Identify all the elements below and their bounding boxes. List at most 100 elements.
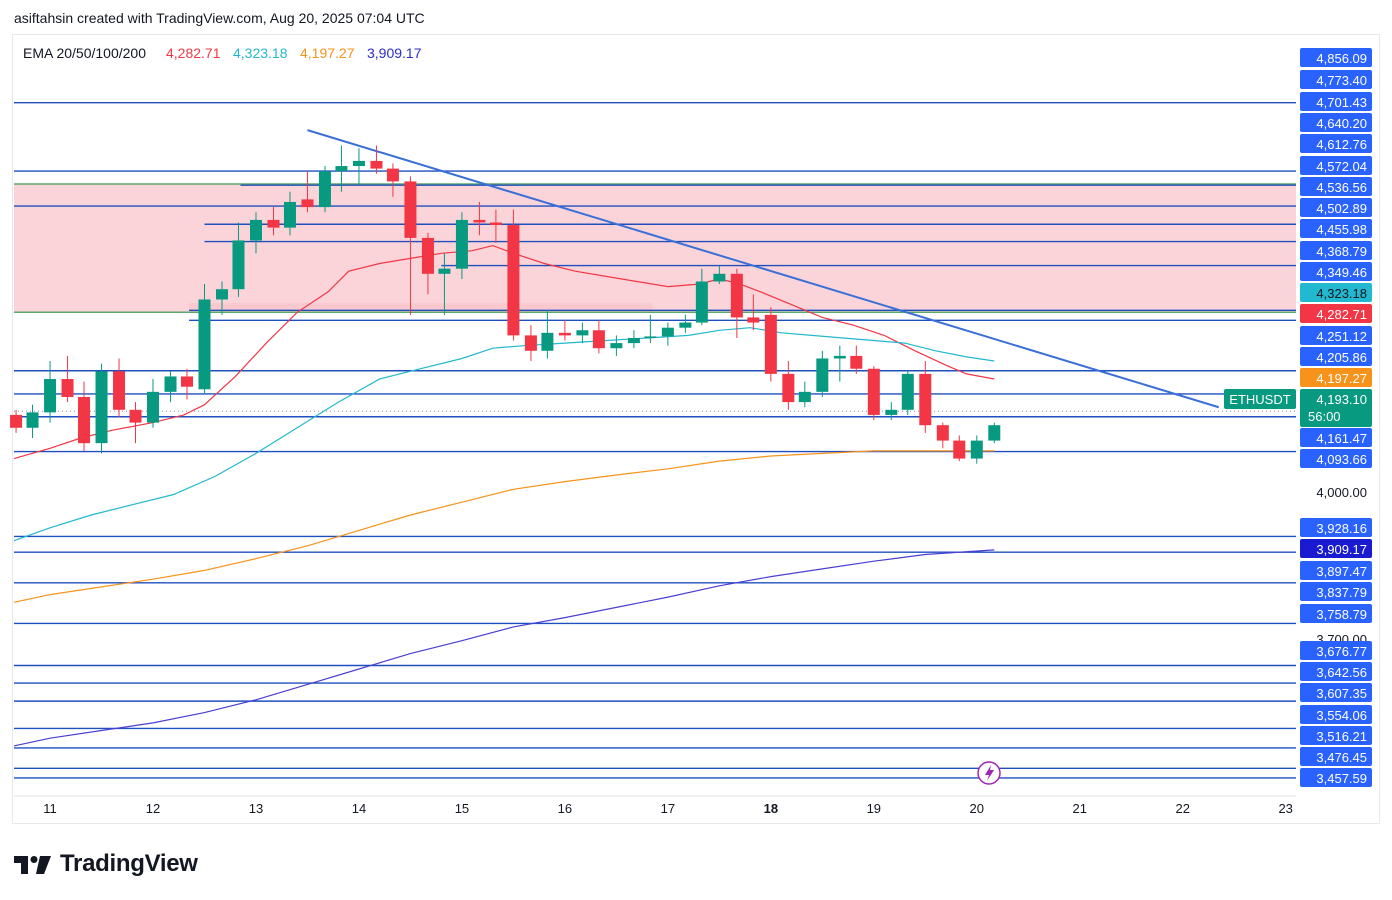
price-label-bg	[1300, 347, 1372, 366]
candle-body	[782, 373, 795, 403]
time-tick-label: 22	[1175, 801, 1189, 816]
price-label-bg	[1300, 326, 1372, 345]
candle-body	[421, 237, 434, 274]
price-label-bg	[1300, 262, 1372, 281]
symbol-tag: ETHUSDT	[1229, 392, 1290, 407]
chart-caption: asiftahsin created with TradingView.com,…	[14, 10, 425, 26]
last-price-value: 4,193.10	[1316, 392, 1367, 407]
candle-body	[833, 355, 846, 359]
candle-body	[10, 414, 23, 428]
time-tick-label: 18	[764, 801, 778, 816]
price-label-bg	[1300, 113, 1372, 132]
candle-body	[370, 160, 383, 169]
candle-body	[610, 343, 623, 349]
ema-line	[13, 549, 995, 747]
time-tick-label: 16	[558, 801, 572, 816]
candle-body	[764, 314, 777, 374]
candle-body	[850, 355, 863, 369]
price-label: 4,251.12	[1316, 329, 1367, 344]
price-label-bg	[1300, 747, 1372, 766]
price-label-bg	[1300, 304, 1372, 323]
candle-body	[919, 373, 932, 426]
price-label-bg	[1300, 177, 1372, 196]
candle-body	[747, 317, 760, 323]
symbol-tag-bg	[1224, 389, 1296, 409]
candle-body	[885, 409, 898, 415]
price-label: 4,612.76	[1316, 137, 1367, 152]
candle-body	[901, 373, 914, 410]
bar-countdown: 56:00	[1308, 409, 1341, 424]
price-label-bg	[1300, 518, 1372, 537]
candle-body	[318, 171, 331, 208]
indicator-value: 4,197.27	[300, 45, 355, 61]
indicator-legend: EMA 20/50/100/200 4,282.71 4,323.18 4,197.2…	[23, 45, 422, 61]
price-axis: 4,856.09 4,773.40 4,701.43 4,640.20 4,612.76…	[1224, 48, 1372, 787]
candle-body	[936, 425, 949, 441]
candle-body	[679, 322, 692, 328]
indicator-value: 4,282.71	[166, 45, 221, 61]
price-label: 3,476.45	[1316, 750, 1367, 765]
candle-body	[455, 219, 468, 269]
price-label: 3,758.79	[1316, 607, 1367, 622]
time-tick-label: 12	[146, 801, 160, 816]
candle-body	[335, 166, 348, 172]
price-label-bg	[1300, 604, 1372, 623]
candle-body	[216, 289, 229, 300]
tradingview-logo-icon	[14, 856, 51, 874]
price-label-bg	[1300, 156, 1372, 175]
candle-body	[147, 391, 160, 423]
price-label: 4,000.00	[1316, 485, 1367, 500]
price-label: 3,642.56	[1316, 665, 1367, 680]
price-label: 4,536.56	[1316, 180, 1367, 195]
candle-body	[970, 440, 983, 459]
price-label: 3,837.79	[1316, 585, 1367, 600]
candle-body	[180, 376, 193, 387]
candle-body	[404, 181, 417, 238]
price-label-bg	[1300, 662, 1372, 681]
price-chart[interactable]: 11 12 13 14 15 16 17 18 19 20 21 22 23 4,856.09 4,773…	[0, 0, 1392, 840]
candle-body	[61, 379, 74, 397]
candle-body	[26, 412, 39, 428]
candle-body	[44, 379, 57, 413]
candle-body	[78, 396, 91, 444]
price-label: 4,856.09	[1316, 51, 1367, 66]
price-label-bg	[1300, 726, 1372, 745]
price-label: 4,455.98	[1316, 222, 1367, 237]
price-label: 4,572.04	[1316, 159, 1367, 174]
price-label-bg	[1300, 92, 1372, 111]
candle-body	[816, 358, 829, 392]
price-label-bg	[1300, 539, 1372, 558]
price-label-bg	[1300, 48, 1372, 67]
time-tick-label: 21	[1073, 801, 1087, 816]
chart-annotations	[977, 761, 1001, 785]
price-label-bg	[1300, 368, 1372, 387]
tradingview-logo[interactable]: TradingView	[14, 850, 198, 878]
price-label-bg	[1300, 134, 1372, 153]
indicator-value: 3,909.17	[367, 45, 422, 61]
tradingview-logo-text: TradingView	[60, 850, 198, 877]
candle-body	[576, 330, 589, 336]
candles	[10, 145, 1001, 464]
candle-body	[627, 337, 640, 344]
candle-body	[592, 330, 605, 349]
price-label-bg	[1300, 683, 1372, 702]
candle-body	[113, 371, 126, 410]
price-label-bg	[1300, 198, 1372, 217]
candle-body	[867, 368, 880, 415]
ema-line	[13, 327, 995, 542]
candle-body	[473, 219, 486, 223]
candle-body	[198, 299, 211, 390]
time-tick-label: 11	[43, 801, 57, 816]
candle-body	[988, 425, 1001, 441]
price-label: 3,457.59	[1316, 771, 1367, 786]
price-label: 4,323.18	[1316, 286, 1367, 301]
horizontal-levels	[14, 102, 1296, 779]
price-label: 3,676.77	[1316, 644, 1367, 659]
price-label: 4,640.20	[1316, 116, 1367, 131]
candle-body	[164, 376, 177, 392]
candle-body	[301, 199, 314, 208]
candle-body	[661, 327, 674, 337]
candle-body	[953, 440, 966, 459]
candle-body	[713, 273, 726, 282]
candle-body	[129, 409, 142, 423]
